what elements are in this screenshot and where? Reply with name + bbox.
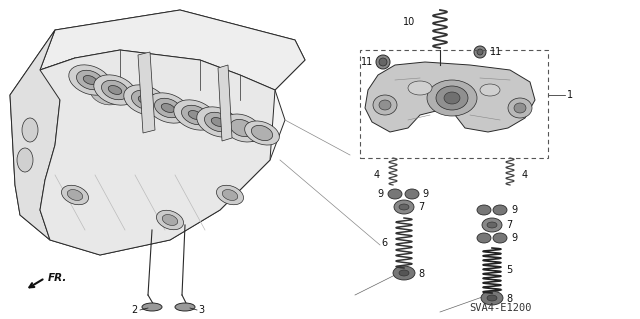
Ellipse shape: [436, 86, 468, 110]
Ellipse shape: [508, 98, 532, 118]
Ellipse shape: [252, 125, 273, 141]
Ellipse shape: [477, 233, 491, 243]
Ellipse shape: [108, 85, 122, 94]
Text: 9: 9: [511, 205, 517, 215]
Text: 11: 11: [361, 57, 373, 67]
Ellipse shape: [143, 98, 172, 118]
Ellipse shape: [482, 218, 502, 232]
Ellipse shape: [102, 80, 129, 100]
Ellipse shape: [487, 222, 497, 228]
Ellipse shape: [477, 49, 483, 55]
Text: 1: 1: [567, 90, 573, 100]
Ellipse shape: [83, 76, 97, 85]
Ellipse shape: [399, 270, 409, 276]
Ellipse shape: [223, 114, 261, 142]
Ellipse shape: [124, 85, 166, 115]
Text: 4: 4: [522, 170, 528, 180]
Ellipse shape: [196, 107, 239, 137]
Ellipse shape: [91, 85, 120, 105]
Ellipse shape: [174, 100, 216, 130]
Ellipse shape: [487, 295, 497, 301]
Polygon shape: [10, 30, 75, 240]
Text: 6: 6: [382, 238, 388, 248]
Text: 10: 10: [403, 17, 415, 27]
Text: 3: 3: [198, 305, 204, 315]
Ellipse shape: [22, 118, 38, 142]
Ellipse shape: [474, 46, 486, 58]
Ellipse shape: [480, 84, 500, 96]
Text: 2: 2: [132, 305, 138, 315]
Ellipse shape: [427, 80, 477, 116]
Ellipse shape: [244, 121, 279, 145]
Ellipse shape: [61, 185, 88, 205]
Ellipse shape: [163, 215, 178, 226]
Ellipse shape: [68, 65, 111, 95]
Ellipse shape: [67, 189, 83, 200]
Ellipse shape: [94, 75, 136, 105]
Text: 9: 9: [377, 189, 383, 199]
Ellipse shape: [399, 204, 409, 210]
Polygon shape: [40, 50, 275, 255]
Ellipse shape: [188, 111, 202, 119]
Polygon shape: [218, 65, 232, 141]
Polygon shape: [40, 10, 305, 90]
Ellipse shape: [376, 55, 390, 69]
Text: 11: 11: [490, 47, 502, 57]
Ellipse shape: [379, 58, 387, 66]
Text: SVA4-E1200: SVA4-E1200: [468, 303, 531, 313]
Bar: [360, 50, 548, 158]
Ellipse shape: [154, 98, 182, 118]
Ellipse shape: [205, 112, 232, 132]
Ellipse shape: [373, 95, 397, 115]
Ellipse shape: [514, 103, 526, 113]
Polygon shape: [10, 10, 305, 255]
Text: 5: 5: [506, 265, 512, 275]
Ellipse shape: [379, 100, 391, 110]
Ellipse shape: [147, 93, 189, 123]
Ellipse shape: [138, 96, 152, 104]
Ellipse shape: [175, 303, 195, 311]
Ellipse shape: [444, 92, 460, 104]
Ellipse shape: [142, 303, 162, 311]
Text: 9: 9: [422, 189, 428, 199]
Ellipse shape: [477, 205, 491, 215]
Ellipse shape: [393, 266, 415, 280]
Text: 4: 4: [374, 170, 380, 180]
Polygon shape: [138, 52, 155, 133]
Ellipse shape: [193, 110, 223, 130]
Text: 7: 7: [418, 202, 424, 212]
Ellipse shape: [408, 81, 432, 95]
Ellipse shape: [405, 189, 419, 199]
Ellipse shape: [182, 105, 209, 125]
Text: FR.: FR.: [48, 273, 67, 283]
Text: 8: 8: [418, 269, 424, 279]
Ellipse shape: [493, 233, 507, 243]
Text: 9: 9: [511, 233, 517, 243]
Ellipse shape: [481, 291, 503, 305]
Ellipse shape: [17, 148, 33, 172]
Ellipse shape: [211, 117, 225, 126]
Ellipse shape: [493, 205, 507, 215]
Text: 7: 7: [506, 220, 512, 230]
Text: 8: 8: [506, 294, 512, 304]
Ellipse shape: [216, 185, 243, 205]
Ellipse shape: [237, 122, 266, 142]
Ellipse shape: [77, 70, 104, 90]
Ellipse shape: [157, 210, 184, 230]
Ellipse shape: [230, 119, 253, 137]
Ellipse shape: [222, 189, 237, 200]
Ellipse shape: [388, 189, 402, 199]
Ellipse shape: [161, 104, 175, 113]
Polygon shape: [365, 62, 535, 132]
Ellipse shape: [131, 90, 159, 110]
Ellipse shape: [394, 200, 414, 214]
